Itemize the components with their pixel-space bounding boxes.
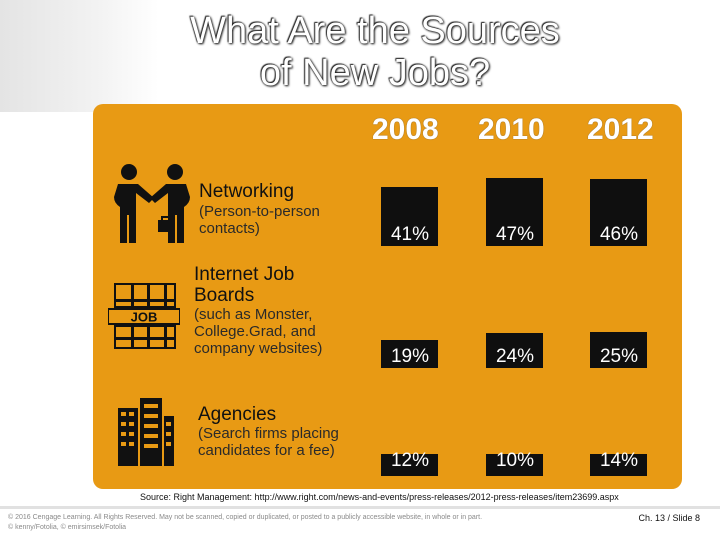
row-label-agencies: Agencies (198, 404, 277, 425)
handshake-icon (114, 164, 190, 243)
value-label-row2-2010: 24% (495, 346, 535, 367)
chart-panel (93, 104, 682, 489)
row-label-internet-job-boards-text: Internet Job Boards (194, 264, 295, 306)
bar-row1-2008 (381, 186, 438, 246)
value-label-row3-2010: 10% (495, 450, 535, 471)
slide-title: What Are the Sources of New Jobs? (160, 10, 590, 94)
row-sublabel-networking: (Person-to-person contacts) (199, 203, 320, 237)
value-label-row2-2012: 25% (599, 346, 639, 367)
bar-row1-2010 (486, 177, 543, 246)
value-label-row1-2012: 46% (599, 224, 639, 245)
bar-row3-2008 (381, 454, 438, 476)
bar-row2-2010 (486, 333, 543, 368)
job-sign-icon: JOB (108, 283, 180, 349)
year-header-2010: 2010 (478, 113, 545, 146)
footer-divider (0, 506, 720, 509)
value-label-row2-2008: 19% (390, 346, 430, 367)
bar-row3-2010 (486, 454, 543, 476)
slide-number: Ch. 13 / Slide 8 (638, 513, 700, 523)
value-label-row1-2010: 47% (495, 224, 535, 245)
year-header-2008: 2008 (372, 113, 439, 146)
office-building-icon (118, 398, 174, 466)
row-sublabel-internet-job-boards: (such as Monster, College.Grad, and comp… (194, 306, 323, 357)
row-label-internet-job-boards: Internet Job Boards (194, 264, 324, 306)
value-label-row3-2012: 14% (599, 450, 639, 471)
year-header-2012: 2012 (587, 113, 654, 146)
value-label-row3-2008: 12% (390, 450, 430, 471)
value-label-row1-2008: 41% (390, 224, 430, 245)
copyright-line-2: © kenny/Fotolia, © emirsimsek/Fotolia (8, 524, 127, 531)
copyright-line-1: © 2016 Cengage Learning. All Rights Rese… (8, 514, 483, 521)
left-decor-bar (0, 0, 159, 112)
bar-row2-2008 (381, 340, 438, 368)
row-label-networking: Networking (199, 181, 295, 202)
bar-row1-2012 (590, 179, 647, 246)
source-note: Source: Right Management: http://www.rig… (140, 492, 619, 502)
copyright-notice: © 2016 Cengage Learning. All Rights Rese… (8, 513, 598, 533)
svg-text:JOB: JOB (131, 310, 158, 325)
title-line-2: of New Jobs? (259, 52, 491, 94)
bar-row2-2012 (590, 331, 647, 368)
title-line-1: What Are the Sources (190, 10, 560, 52)
row-sublabel-agencies: (Search firms placing candidates for a f… (198, 425, 339, 459)
bar-row3-2012 (590, 454, 647, 476)
